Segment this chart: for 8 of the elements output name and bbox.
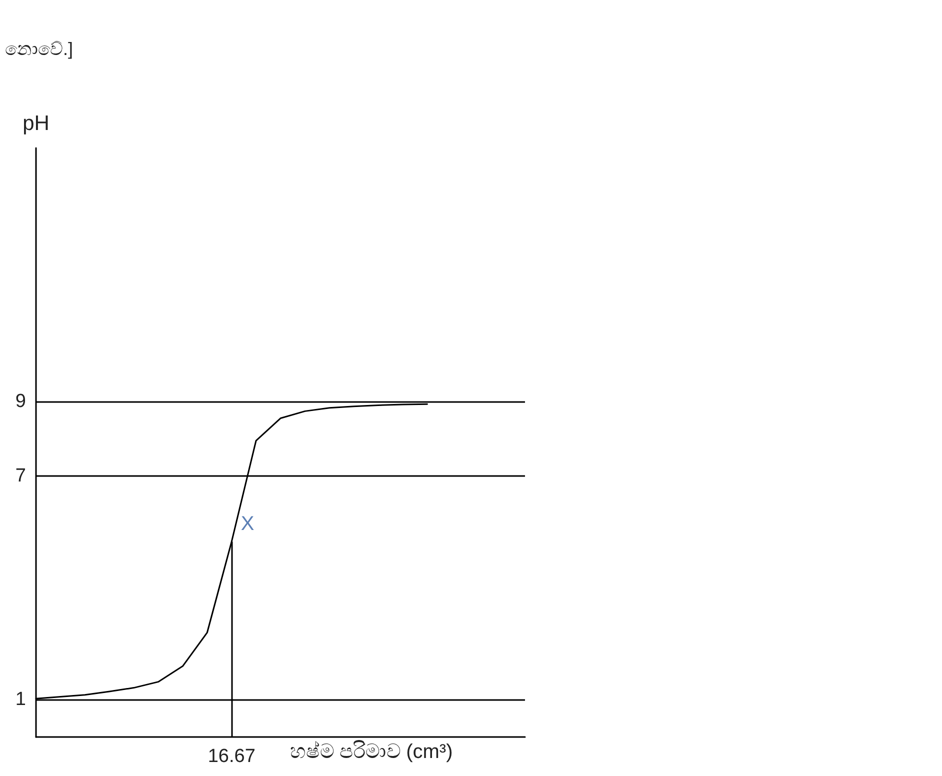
text: නොවේ.]	[5, 39, 74, 59]
y-axis-title: pH	[22, 112, 50, 135]
annotation: X	[240, 513, 254, 536]
y-tick-label: 1	[15, 689, 26, 710]
x-axis-title: හෂ්ම පරිමාව (cm³)	[290, 740, 453, 763]
x-tick-label: 16.67	[208, 746, 256, 767]
y-tick-label: 7	[15, 466, 26, 487]
y-tick-label: 9	[15, 390, 26, 412]
